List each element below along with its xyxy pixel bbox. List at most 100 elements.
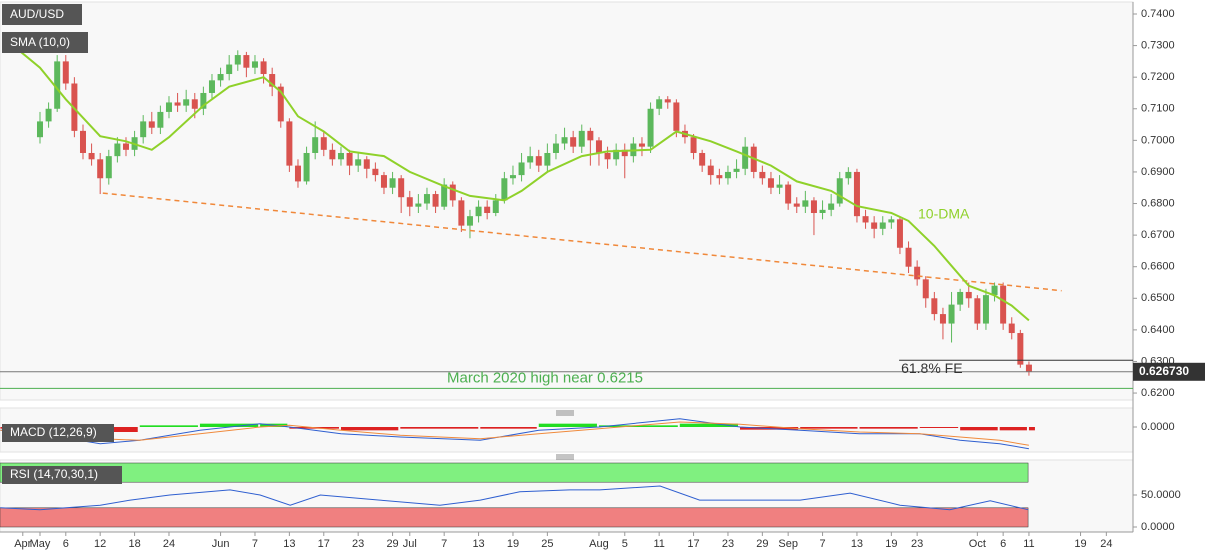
title-box [2,424,114,442]
candle-body [845,171,852,179]
candle-body [785,184,792,204]
candle-body [587,130,594,141]
x-tick-label: 23 [911,538,923,550]
candle-body [535,156,542,166]
candle-body [36,121,43,138]
candle-body [578,130,585,147]
candle-body [948,304,955,324]
candle-body [957,291,964,305]
candle-body [312,137,319,153]
x-tick-label: 11 [653,538,664,550]
candle-body [544,152,551,166]
candle-body [148,121,155,128]
x-tick-label: Sep [778,538,798,550]
x-tick-label: Apr [14,538,31,550]
x-tick-label: 7 [252,538,258,550]
candle-body [742,146,749,169]
candle-body [191,99,198,109]
y-tick-label: 0.0000 [1141,521,1175,533]
macd-line [0,421,1029,446]
candle-body [991,285,998,296]
candle-body [97,159,104,179]
x-tick-label: 11 [1023,538,1034,550]
candle-body [931,298,938,315]
candle-body [810,200,817,214]
y-tick-label: 0.6300 [1141,355,1175,367]
candle-body [793,203,800,207]
x-tick-label: 29 [386,538,398,550]
x-tick-label: 17 [318,538,330,550]
x-tick-label: Oct [969,538,986,550]
y-tick-label: 0.7300 [1141,39,1175,51]
candle-body [767,178,774,188]
candle-body [621,149,628,157]
candle-body [380,175,387,188]
x-tick-label: 7 [441,538,447,550]
candle-body [54,61,61,109]
candle-body [62,61,69,84]
candle-body [372,168,379,176]
candle-body [484,206,491,214]
candle-body [802,200,809,207]
candle-body [79,130,86,153]
candle-body [664,99,671,103]
panel-handle[interactable] [556,454,574,460]
candle-body [759,171,766,179]
macd-title: MACD (12,26,9) [10,425,97,439]
macd-histogram [598,425,678,427]
candle-body [286,121,293,166]
candle-body [527,156,534,163]
macd-histogram [800,427,858,429]
x-tick-label: 19 [507,538,519,550]
candle-body [638,143,645,147]
title-box [2,4,82,25]
level-label: 61.8% FE [901,360,962,376]
candle-body [226,64,233,75]
x-tick-label: Jun [212,538,230,550]
macd-histogram [999,427,1027,431]
candle-body [716,175,723,179]
macd-histogram [480,427,537,429]
x-tick-label: 23 [352,538,364,550]
x-tick-label: 18 [128,538,140,550]
candle-body [251,61,258,68]
candle-body [200,92,207,109]
x-tick-label: 24 [163,538,175,550]
price-panel [0,1,1134,401]
candle-body [337,152,344,160]
candle-body [647,108,654,147]
macd-histogram [340,427,399,431]
candle-body [1017,333,1024,365]
candle-body [853,171,860,217]
macd-histogram [400,427,479,429]
candle-body [570,137,577,147]
candle-body [656,99,663,109]
candle-body [707,165,714,176]
x-tick-label: 13 [472,538,484,550]
panel-handle[interactable] [556,410,574,416]
candle-body [1000,285,1007,324]
y-tick-label: 0.7000 [1141,134,1175,146]
y-tick-label: 0.7400 [1141,8,1175,20]
candle-body [501,178,508,201]
macd-histogram [859,427,918,429]
macd-histogram [679,423,738,427]
x-tick-label: 13 [283,538,295,550]
x-tick-label: 23 [722,538,734,550]
x-tick-label: 19 [885,538,897,550]
candle-body [896,219,903,248]
candle-body [432,194,439,207]
candle-body [329,149,336,160]
y-tick-label: 0.7200 [1141,71,1175,83]
candle-body [974,298,981,324]
x-tick-label: 7 [819,538,825,550]
y-tick-label: 0.6800 [1141,197,1175,209]
candle-body [982,295,989,324]
candle-body [518,162,525,176]
trend-line [102,192,1062,292]
macd-histogram [139,425,198,427]
candle-body [922,279,929,299]
candle-body [45,108,52,122]
y-tick-label: 0.0000 [1141,421,1175,433]
